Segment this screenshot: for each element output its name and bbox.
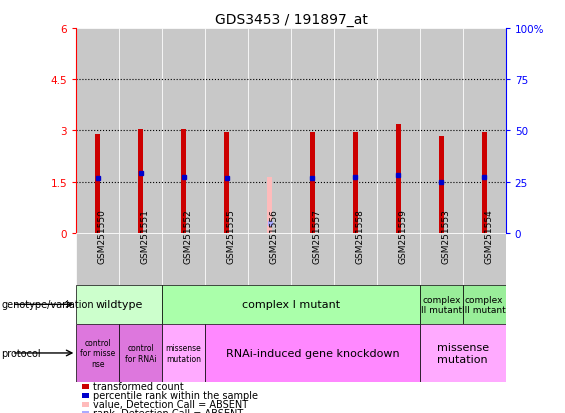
Bar [396, 124, 401, 233]
Bar [420, 324, 506, 382]
Bar [205, 233, 248, 285]
Text: missense
mutation: missense mutation [166, 344, 202, 363]
Text: GSM251554: GSM251554 [484, 209, 493, 263]
Bar [334, 29, 377, 233]
Bar [119, 29, 162, 233]
Bar [95, 135, 101, 233]
Text: GSM251559: GSM251559 [398, 209, 407, 263]
Text: percentile rank within the sample: percentile rank within the sample [93, 390, 258, 400]
Text: GSM251553: GSM251553 [441, 209, 450, 263]
Text: complex
II mutant: complex II mutant [421, 295, 462, 314]
Bar [353, 133, 358, 233]
Bar [310, 133, 315, 233]
Bar [291, 233, 334, 285]
Bar [438, 136, 444, 233]
Bar [334, 233, 377, 285]
Bar [248, 29, 291, 233]
Text: GSM251550: GSM251550 [98, 209, 107, 263]
Bar [181, 129, 186, 233]
Text: control
for misse
nse: control for misse nse [80, 338, 115, 368]
Bar [205, 324, 420, 382]
Text: genotype/variation: genotype/variation [1, 299, 94, 310]
Text: GSM251556: GSM251556 [270, 209, 279, 263]
Bar [248, 233, 291, 285]
Bar [76, 233, 119, 285]
Bar [76, 29, 119, 233]
Bar [138, 129, 144, 233]
Bar [76, 324, 119, 382]
Bar [162, 233, 205, 285]
Bar [420, 29, 463, 233]
Bar [463, 29, 506, 233]
Bar [224, 133, 229, 233]
Text: value, Detection Call = ABSENT: value, Detection Call = ABSENT [93, 399, 249, 409]
Bar [377, 29, 420, 233]
Bar [205, 29, 248, 233]
Text: complex
III mutant: complex III mutant [462, 295, 506, 314]
Text: protocol: protocol [1, 348, 41, 358]
Text: control
for RNAi: control for RNAi [125, 344, 157, 363]
Bar [377, 233, 420, 285]
Title: GDS3453 / 191897_at: GDS3453 / 191897_at [215, 12, 367, 26]
Text: GSM251551: GSM251551 [141, 209, 150, 263]
Bar [119, 233, 162, 285]
Bar [119, 324, 162, 382]
Bar [463, 233, 506, 285]
Bar [162, 324, 205, 382]
Text: GSM251557: GSM251557 [312, 209, 321, 263]
Text: wildtype: wildtype [95, 299, 143, 310]
Bar [291, 29, 334, 233]
Text: rank, Detection Call = ABSENT: rank, Detection Call = ABSENT [93, 408, 244, 413]
Bar [420, 285, 463, 324]
Text: RNAi-induced gene knockdown: RNAi-induced gene knockdown [225, 348, 399, 358]
Bar [267, 177, 272, 233]
Bar [420, 233, 463, 285]
Text: GSM251555: GSM251555 [227, 209, 236, 263]
Text: GSM251552: GSM251552 [184, 209, 193, 263]
Bar [162, 285, 420, 324]
Bar [162, 29, 205, 233]
Text: complex I mutant: complex I mutant [242, 299, 340, 310]
Bar [76, 285, 162, 324]
Bar [481, 133, 487, 233]
Text: GSM251558: GSM251558 [355, 209, 364, 263]
Bar [463, 285, 506, 324]
Text: missense
mutation: missense mutation [437, 342, 489, 364]
Text: transformed count: transformed count [93, 381, 184, 391]
